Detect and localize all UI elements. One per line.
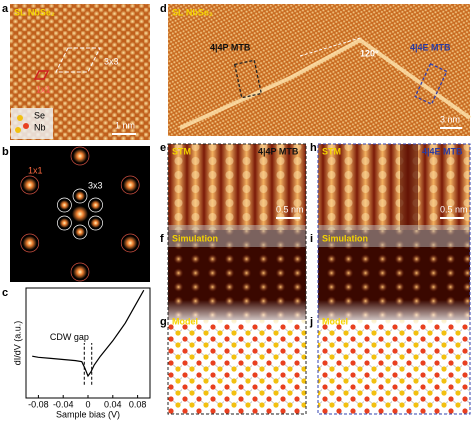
transition	[168, 225, 306, 247]
x-tick-label: -0.08	[28, 399, 49, 409]
stm-image	[318, 144, 470, 241]
x-tick-label: 0	[85, 399, 90, 409]
angle-label: 120°	[360, 48, 379, 58]
fft-spots	[20, 146, 140, 282]
panel-label: e	[160, 142, 166, 154]
plot-frame	[25, 287, 151, 399]
fft-spot	[75, 191, 85, 201]
fft-spot	[22, 178, 37, 192]
mode-label: Simulation	[172, 233, 218, 243]
mode-label: STM	[172, 146, 191, 156]
spot-label: 3x3	[88, 180, 103, 190]
panel-label: i	[310, 233, 313, 245]
mode-label: STM	[322, 146, 341, 156]
panel-label: j	[309, 316, 313, 328]
transition	[318, 300, 470, 324]
spot-ring	[72, 188, 88, 204]
panel-title: 4|4P MTB	[258, 146, 299, 156]
panel-label: g	[160, 316, 167, 328]
mtb-label: 4|4P MTB	[210, 42, 251, 52]
stm-image	[168, 144, 306, 241]
fft-spot	[72, 206, 88, 222]
spot-ring	[88, 215, 103, 231]
atom-label: Se	[34, 110, 45, 120]
transition	[168, 300, 306, 324]
mtb-label: 4|4E MTB	[410, 42, 451, 52]
x-axis-label: Sample bias (V)	[56, 409, 120, 419]
spectrum-line	[32, 289, 145, 378]
fft-spot	[22, 236, 37, 250]
fft-spot	[90, 200, 101, 210]
scale-label: 0.5 nm	[440, 204, 468, 214]
cell-label: 3x3	[104, 56, 119, 66]
panel-label: h	[310, 142, 317, 154]
panel-label: b	[2, 146, 9, 158]
spot-ring	[120, 233, 140, 253]
spot-ring	[20, 175, 40, 195]
sample-label: SL NbSe₂	[172, 7, 213, 17]
fft-spot	[59, 218, 70, 228]
transition	[318, 225, 470, 247]
fft-spot	[75, 227, 85, 237]
y-axis-label: dI/dV (a.u.)	[12, 321, 22, 366]
fft-spot	[59, 200, 70, 210]
spot-ring	[70, 262, 90, 282]
spot-ring	[20, 233, 40, 253]
fft-spot	[73, 149, 87, 163]
lattice	[168, 4, 470, 136]
fft-spot	[73, 265, 87, 279]
model-inset	[11, 108, 53, 139]
cell-label: 1x1	[36, 84, 51, 94]
x-tick-label: 0.08	[129, 399, 147, 409]
mtb-box	[233, 59, 263, 99]
panel-label: c	[2, 287, 8, 299]
spot-ring	[88, 197, 103, 213]
spot-ring	[120, 175, 140, 195]
spot-ring	[70, 146, 90, 166]
boundary-guide	[299, 37, 361, 57]
spot-label: 1x1	[28, 165, 43, 175]
x-tick-label: -0.04	[53, 399, 74, 409]
atom-label: Nb	[34, 122, 46, 132]
cell-3x3	[55, 47, 101, 73]
scale-label: 1 nm	[115, 120, 135, 130]
scale-label: 0.5 nm	[276, 204, 304, 214]
spot-ring	[57, 215, 72, 231]
model-image	[318, 320, 470, 414]
cell-1x1	[33, 70, 50, 80]
spot-ring	[57, 197, 72, 213]
mode-label: Model	[172, 316, 198, 326]
fft-spot	[123, 178, 138, 192]
fft-spot	[90, 218, 101, 228]
panel-border	[317, 143, 471, 415]
sample-label: SL NbSe₂	[14, 7, 55, 17]
spot-ring	[72, 224, 88, 240]
x-tick-label: 0.04	[104, 399, 122, 409]
mode-label: Model	[322, 316, 348, 326]
boundary-line	[179, 37, 472, 130]
panel-label: d	[160, 3, 167, 15]
annotation: CDW gap	[50, 332, 89, 342]
mode-label: Simulation	[322, 233, 368, 243]
panel-border	[167, 143, 307, 415]
spectrum-chart: -0.08 -0.04 0 0.04 0.08 Sample bias (V) dI/dV …	[12, 287, 151, 419]
fft-spot	[123, 236, 138, 250]
panel-label: a	[2, 3, 9, 15]
boundary-stripe	[400, 144, 418, 241]
mtb-box	[414, 63, 448, 105]
panel-label: f	[160, 233, 164, 245]
scale-label: 3 nm	[440, 114, 460, 124]
model-image	[168, 320, 306, 414]
panel-title: 4|4E MTB	[422, 146, 463, 156]
